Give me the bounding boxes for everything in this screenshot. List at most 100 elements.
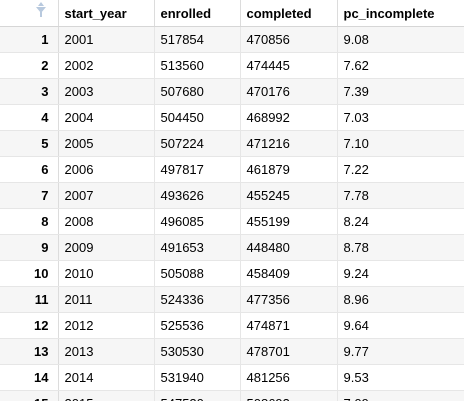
cell-pc-incomplete: 8.78: [337, 235, 464, 261]
column-header-enrolled[interactable]: enrolled: [154, 0, 240, 27]
cell-start-year: 2009: [58, 235, 154, 261]
table-row: 9 2009 491653 448480 8.78: [0, 235, 464, 261]
cell-start-year: 2008: [58, 209, 154, 235]
cell-start-year: 2012: [58, 313, 154, 339]
row-index: 14: [0, 365, 58, 391]
cell-pc-incomplete: 9.77: [337, 339, 464, 365]
cell-enrolled: 524336: [154, 287, 240, 313]
cell-completed: 448480: [240, 235, 337, 261]
cell-enrolled: 497817: [154, 157, 240, 183]
table-row: 1520155475205086937.09: [0, 391, 464, 401]
cell-completed: 481256: [240, 365, 337, 391]
cell-pc-incomplete: 9.08: [337, 27, 464, 53]
filter-icon[interactable]: [36, 7, 46, 13]
row-index: 1: [0, 27, 58, 53]
table-row: 10 2010 505088 458409 9.24: [0, 261, 464, 287]
cell-start-year: 2005: [58, 131, 154, 157]
cell-completed: 455245: [240, 183, 337, 209]
cell-completed: 470176: [240, 79, 337, 105]
row-index: 15: [0, 391, 58, 401]
column-header-start-year[interactable]: start_year: [58, 0, 154, 27]
cell-start-year: 2007: [58, 183, 154, 209]
cell-enrolled: 547520: [154, 391, 240, 401]
cell-enrolled: 513560: [154, 53, 240, 79]
cell-pc-incomplete: 7.78: [337, 183, 464, 209]
cell-enrolled: 493626: [154, 183, 240, 209]
cell-start-year: 2001: [58, 27, 154, 53]
header-row: start_year enrolled completed pc_incompl…: [0, 0, 464, 27]
cell-enrolled: 530530: [154, 339, 240, 365]
cell-completed: 508693: [240, 391, 337, 401]
table-row: 14 2014 531940 481256 9.53: [0, 365, 464, 391]
cell-pc-incomplete: 7.39: [337, 79, 464, 105]
cell-pc-incomplete: 7.62: [337, 53, 464, 79]
table-row: 13 2013 530530 478701 9.77: [0, 339, 464, 365]
sort-filter-icon[interactable]: [38, 2, 44, 6]
cell-completed: 477356: [240, 287, 337, 313]
cell-enrolled: 504450: [154, 105, 240, 131]
cell-completed: 468992: [240, 105, 337, 131]
cell-enrolled: 505088: [154, 261, 240, 287]
cell-pc-incomplete: 7.22: [337, 157, 464, 183]
cell-completed: 471216: [240, 131, 337, 157]
cell-completed: 474445: [240, 53, 337, 79]
cell-start-year: 2014: [58, 365, 154, 391]
cell-start-year: 2010: [58, 261, 154, 287]
cell-pc-incomplete: 7.03: [337, 105, 464, 131]
row-index: 11: [0, 287, 58, 313]
column-header-pc-incomplete[interactable]: pc_incomplete: [337, 0, 464, 27]
cell-start-year: 2006: [58, 157, 154, 183]
cell-start-year: 2011: [58, 287, 154, 313]
row-index: 4: [0, 105, 58, 131]
table-body: 1 2001 517854 470856 9.08 2 2002 513560 474445 7.…: [0, 27, 464, 401]
cell-completed: 474871: [240, 313, 337, 339]
cell-start-year: 2013: [58, 339, 154, 365]
cell-pc-incomplete: 9.24: [337, 261, 464, 287]
row-index: 2: [0, 53, 58, 79]
row-index: 10: [0, 261, 58, 287]
cell-pc-incomplete: 8.24: [337, 209, 464, 235]
cell-completed: 458409: [240, 261, 337, 287]
row-index: 12: [0, 313, 58, 339]
table-row: 4 2004 504450 468992 7.03: [0, 105, 464, 131]
cell-enrolled: 491653: [154, 235, 240, 261]
row-index: 9: [0, 235, 58, 261]
table-row: 6 2006 497817 461879 7.22: [0, 157, 464, 183]
cell-enrolled: 507224: [154, 131, 240, 157]
table-row: 2 2002 513560 474445 7.62: [0, 53, 464, 79]
cell-completed: 470856: [240, 27, 337, 53]
cell-pc-incomplete: 8.96: [337, 287, 464, 313]
cell-enrolled: 531940: [154, 365, 240, 391]
cell-pc-incomplete: 9.53: [337, 365, 464, 391]
row-index: 5: [0, 131, 58, 157]
table-row: 3 2003 507680 470176 7.39: [0, 79, 464, 105]
cell-completed: 461879: [240, 157, 337, 183]
column-header-completed[interactable]: completed: [240, 0, 337, 27]
row-index: 6: [0, 157, 58, 183]
row-index: 3: [0, 79, 58, 105]
cell-start-year: 2015: [58, 391, 154, 401]
table-row: 12 2012 525536 474871 9.64: [0, 313, 464, 339]
cell-pc-incomplete: 7.09: [337, 391, 464, 401]
row-index: 8: [0, 209, 58, 235]
cell-completed: 455199: [240, 209, 337, 235]
cell-start-year: 2003: [58, 79, 154, 105]
cell-pc-incomplete: 9.64: [337, 313, 464, 339]
row-index: 13: [0, 339, 58, 365]
cell-completed: 478701: [240, 339, 337, 365]
cell-enrolled: 525536: [154, 313, 240, 339]
row-index: 7: [0, 183, 58, 209]
cell-enrolled: 496085: [154, 209, 240, 235]
cell-start-year: 2004: [58, 105, 154, 131]
table-row: 5 2005 507224 471216 7.10: [0, 131, 464, 157]
table-row: 11 2011 524336 477356 8.96: [0, 287, 464, 313]
index-column-header[interactable]: [0, 0, 58, 27]
table-row: 8 2008 496085 455199 8.24: [0, 209, 464, 235]
cell-start-year: 2002: [58, 53, 154, 79]
cell-enrolled: 517854: [154, 27, 240, 53]
table-row: 1 2001 517854 470856 9.08: [0, 27, 464, 53]
table-row: 7 2007 493626 455245 7.78: [0, 183, 464, 209]
cell-enrolled: 507680: [154, 79, 240, 105]
